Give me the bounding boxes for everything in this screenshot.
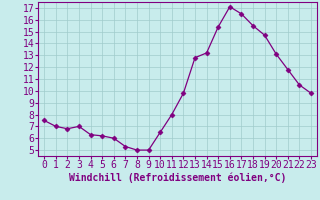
X-axis label: Windchill (Refroidissement éolien,°C): Windchill (Refroidissement éolien,°C) <box>69 173 286 183</box>
